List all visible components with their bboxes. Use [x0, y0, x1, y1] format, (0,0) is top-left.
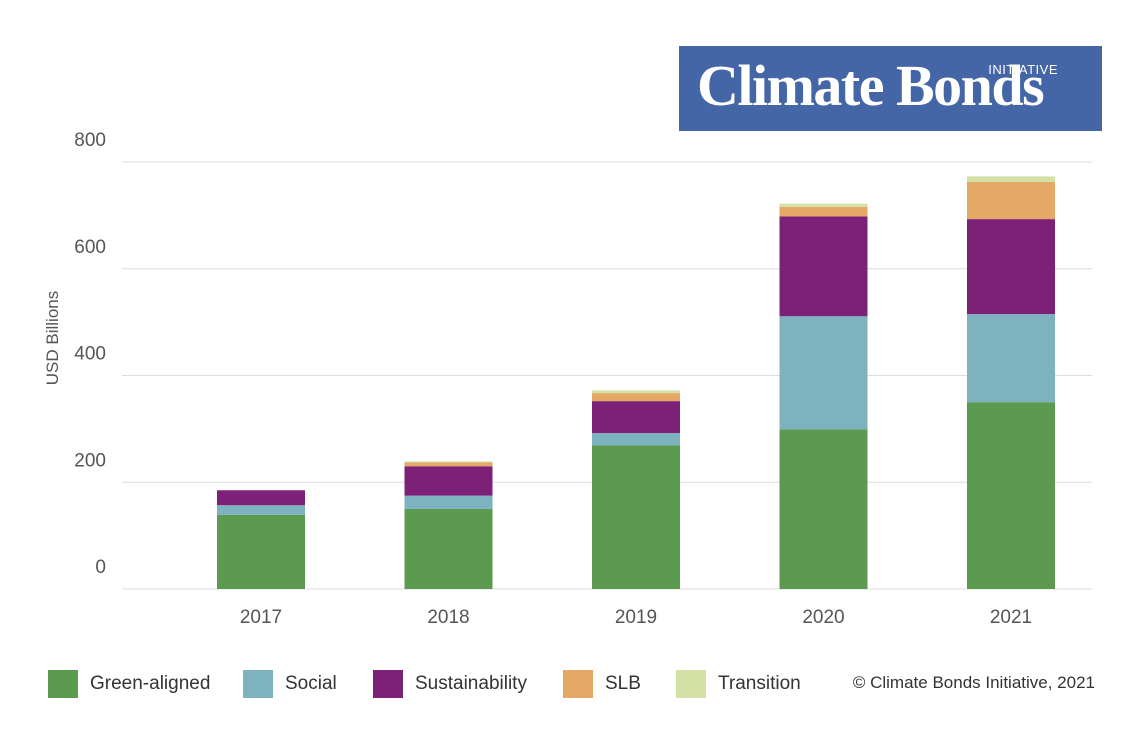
x-tick-label: 2019 [615, 607, 657, 628]
legend-label: Green-aligned [90, 673, 211, 694]
bar-segment-slb-2018 [404, 462, 493, 467]
bar-segment-social-2021 [967, 314, 1055, 403]
copyright-notice: © Climate Bonds Initiative, 2021 [852, 673, 1095, 692]
bar-segment-social-2019 [592, 433, 680, 446]
y-tick-labels: 0 200 400 600 800 [74, 130, 106, 578]
bar-segment-transition-2018 [404, 461, 493, 463]
y-tick-label: 800 [74, 130, 106, 151]
bar-segment-sustainability-2019 [592, 401, 680, 434]
bar-segment-green-aligned-2021 [967, 402, 1055, 589]
y-tick-label: 200 [74, 450, 106, 471]
bar-segment-green-aligned-2017 [217, 514, 305, 589]
bar-segment-sustainability-2018 [404, 466, 493, 496]
bar-segment-slb-2020 [779, 206, 868, 217]
y-axis-label: USD Billions [43, 291, 62, 385]
legend-item-transition: Transition [676, 670, 801, 698]
legend-item-green-aligned: Green-aligned [48, 670, 210, 698]
legend-label: Social [285, 673, 337, 694]
bar-segment-green-aligned-2018 [404, 508, 493, 589]
logo-initiative-text: INITIATIVE [988, 62, 1058, 77]
legend-swatch [243, 670, 273, 698]
legend-item-social: Social [243, 670, 337, 698]
stacked-bar-chart: 0 200 400 600 800 2017 2018 2019 2020 2021 USD B… [43, 130, 1092, 628]
bar-segment-slb-2019 [592, 393, 680, 402]
legend-label: Transition [718, 673, 801, 694]
bar-segment-sustainability-2017 [217, 490, 305, 506]
bar-segment-green-aligned-2020 [779, 429, 868, 589]
bar-segment-transition-2021 [967, 176, 1055, 182]
legend-swatch [563, 670, 593, 698]
legend-label: SLB [605, 673, 641, 694]
legend-label: Sustainability [415, 673, 527, 694]
x-tick-label: 2018 [427, 607, 469, 628]
y-tick-label: 0 [95, 557, 106, 578]
climate-bonds-logo: INITIATIVE Climate Bonds [679, 46, 1102, 131]
bar-segment-social-2017 [217, 505, 305, 515]
bar-segment-social-2018 [404, 495, 493, 509]
y-tick-label: 400 [74, 344, 106, 365]
bar-segment-transition-2019 [592, 390, 680, 394]
legend-swatch [676, 670, 706, 698]
legend-item-slb: SLB [563, 670, 641, 698]
bar-segment-sustainability-2021 [967, 219, 1055, 315]
y-tick-label: 600 [74, 237, 106, 258]
bar-segment-slb-2021 [967, 181, 1055, 220]
x-tick-label: 2021 [990, 607, 1032, 628]
bar-segment-sustainability-2020 [779, 216, 868, 317]
gridlines [122, 161, 1092, 590]
bars [217, 176, 1055, 589]
bar-segment-social-2020 [779, 316, 868, 430]
legend-swatch [48, 670, 78, 698]
x-tick-label: 2020 [802, 607, 844, 628]
x-tick-label: 2017 [240, 607, 282, 628]
logo-name-text: Climate Bonds [697, 53, 1045, 118]
legend-item-sustainability: Sustainability [373, 670, 527, 698]
x-tick-labels: 2017 2018 2019 2020 2021 [240, 607, 1032, 628]
legend-swatch [373, 670, 403, 698]
bar-segment-green-aligned-2019 [592, 445, 680, 589]
legend: Green-aligned Social Sustainability SLB … [48, 670, 1108, 700]
bar-segment-transition-2020 [779, 203, 868, 207]
